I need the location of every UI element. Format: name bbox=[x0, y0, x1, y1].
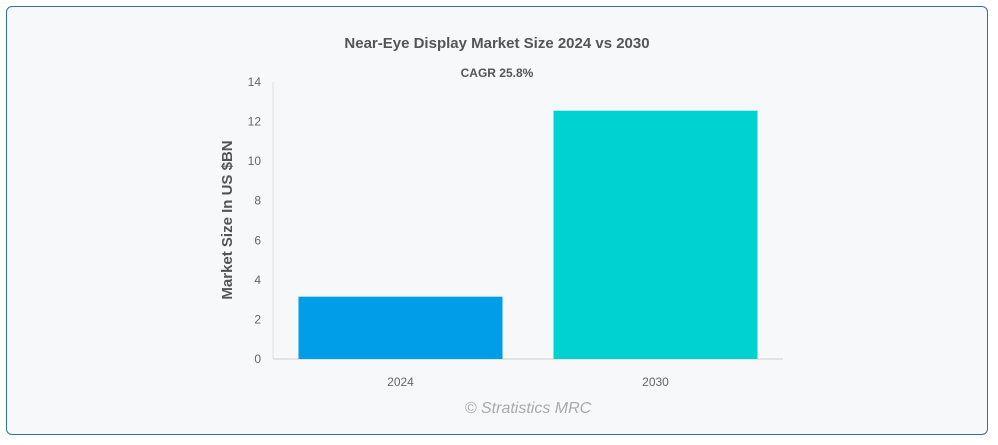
y-tick-label: 8 bbox=[254, 194, 261, 208]
watermark: © Stratistics MRC bbox=[465, 400, 592, 417]
y-tick-label: 6 bbox=[254, 233, 261, 247]
chart-subtitle: CAGR 25.8% bbox=[461, 66, 534, 80]
chart-card bbox=[6, 6, 988, 435]
y-tick-label: 2 bbox=[254, 312, 261, 326]
y-tick-label: 12 bbox=[248, 115, 262, 129]
y-axis-ticks: 0 2 4 6 8 10 12 14 bbox=[248, 75, 262, 366]
y-tick-label: 4 bbox=[254, 273, 261, 287]
x-axis-ticks: 2024 2030 bbox=[387, 375, 669, 389]
bar-2024 bbox=[298, 296, 503, 359]
y-tick-label: 0 bbox=[254, 352, 261, 366]
y-tick-label: 10 bbox=[248, 154, 262, 168]
y-axis-label: Market Size In US $BN bbox=[219, 140, 236, 299]
bar-2030 bbox=[553, 110, 758, 359]
x-tick-label: 2024 bbox=[387, 375, 414, 389]
bars-group bbox=[298, 110, 758, 359]
chart-title: Near-Eye Display Market Size 2024 vs 203… bbox=[344, 35, 649, 52]
y-tick-label: 14 bbox=[248, 75, 262, 89]
x-tick-label: 2030 bbox=[642, 375, 669, 389]
